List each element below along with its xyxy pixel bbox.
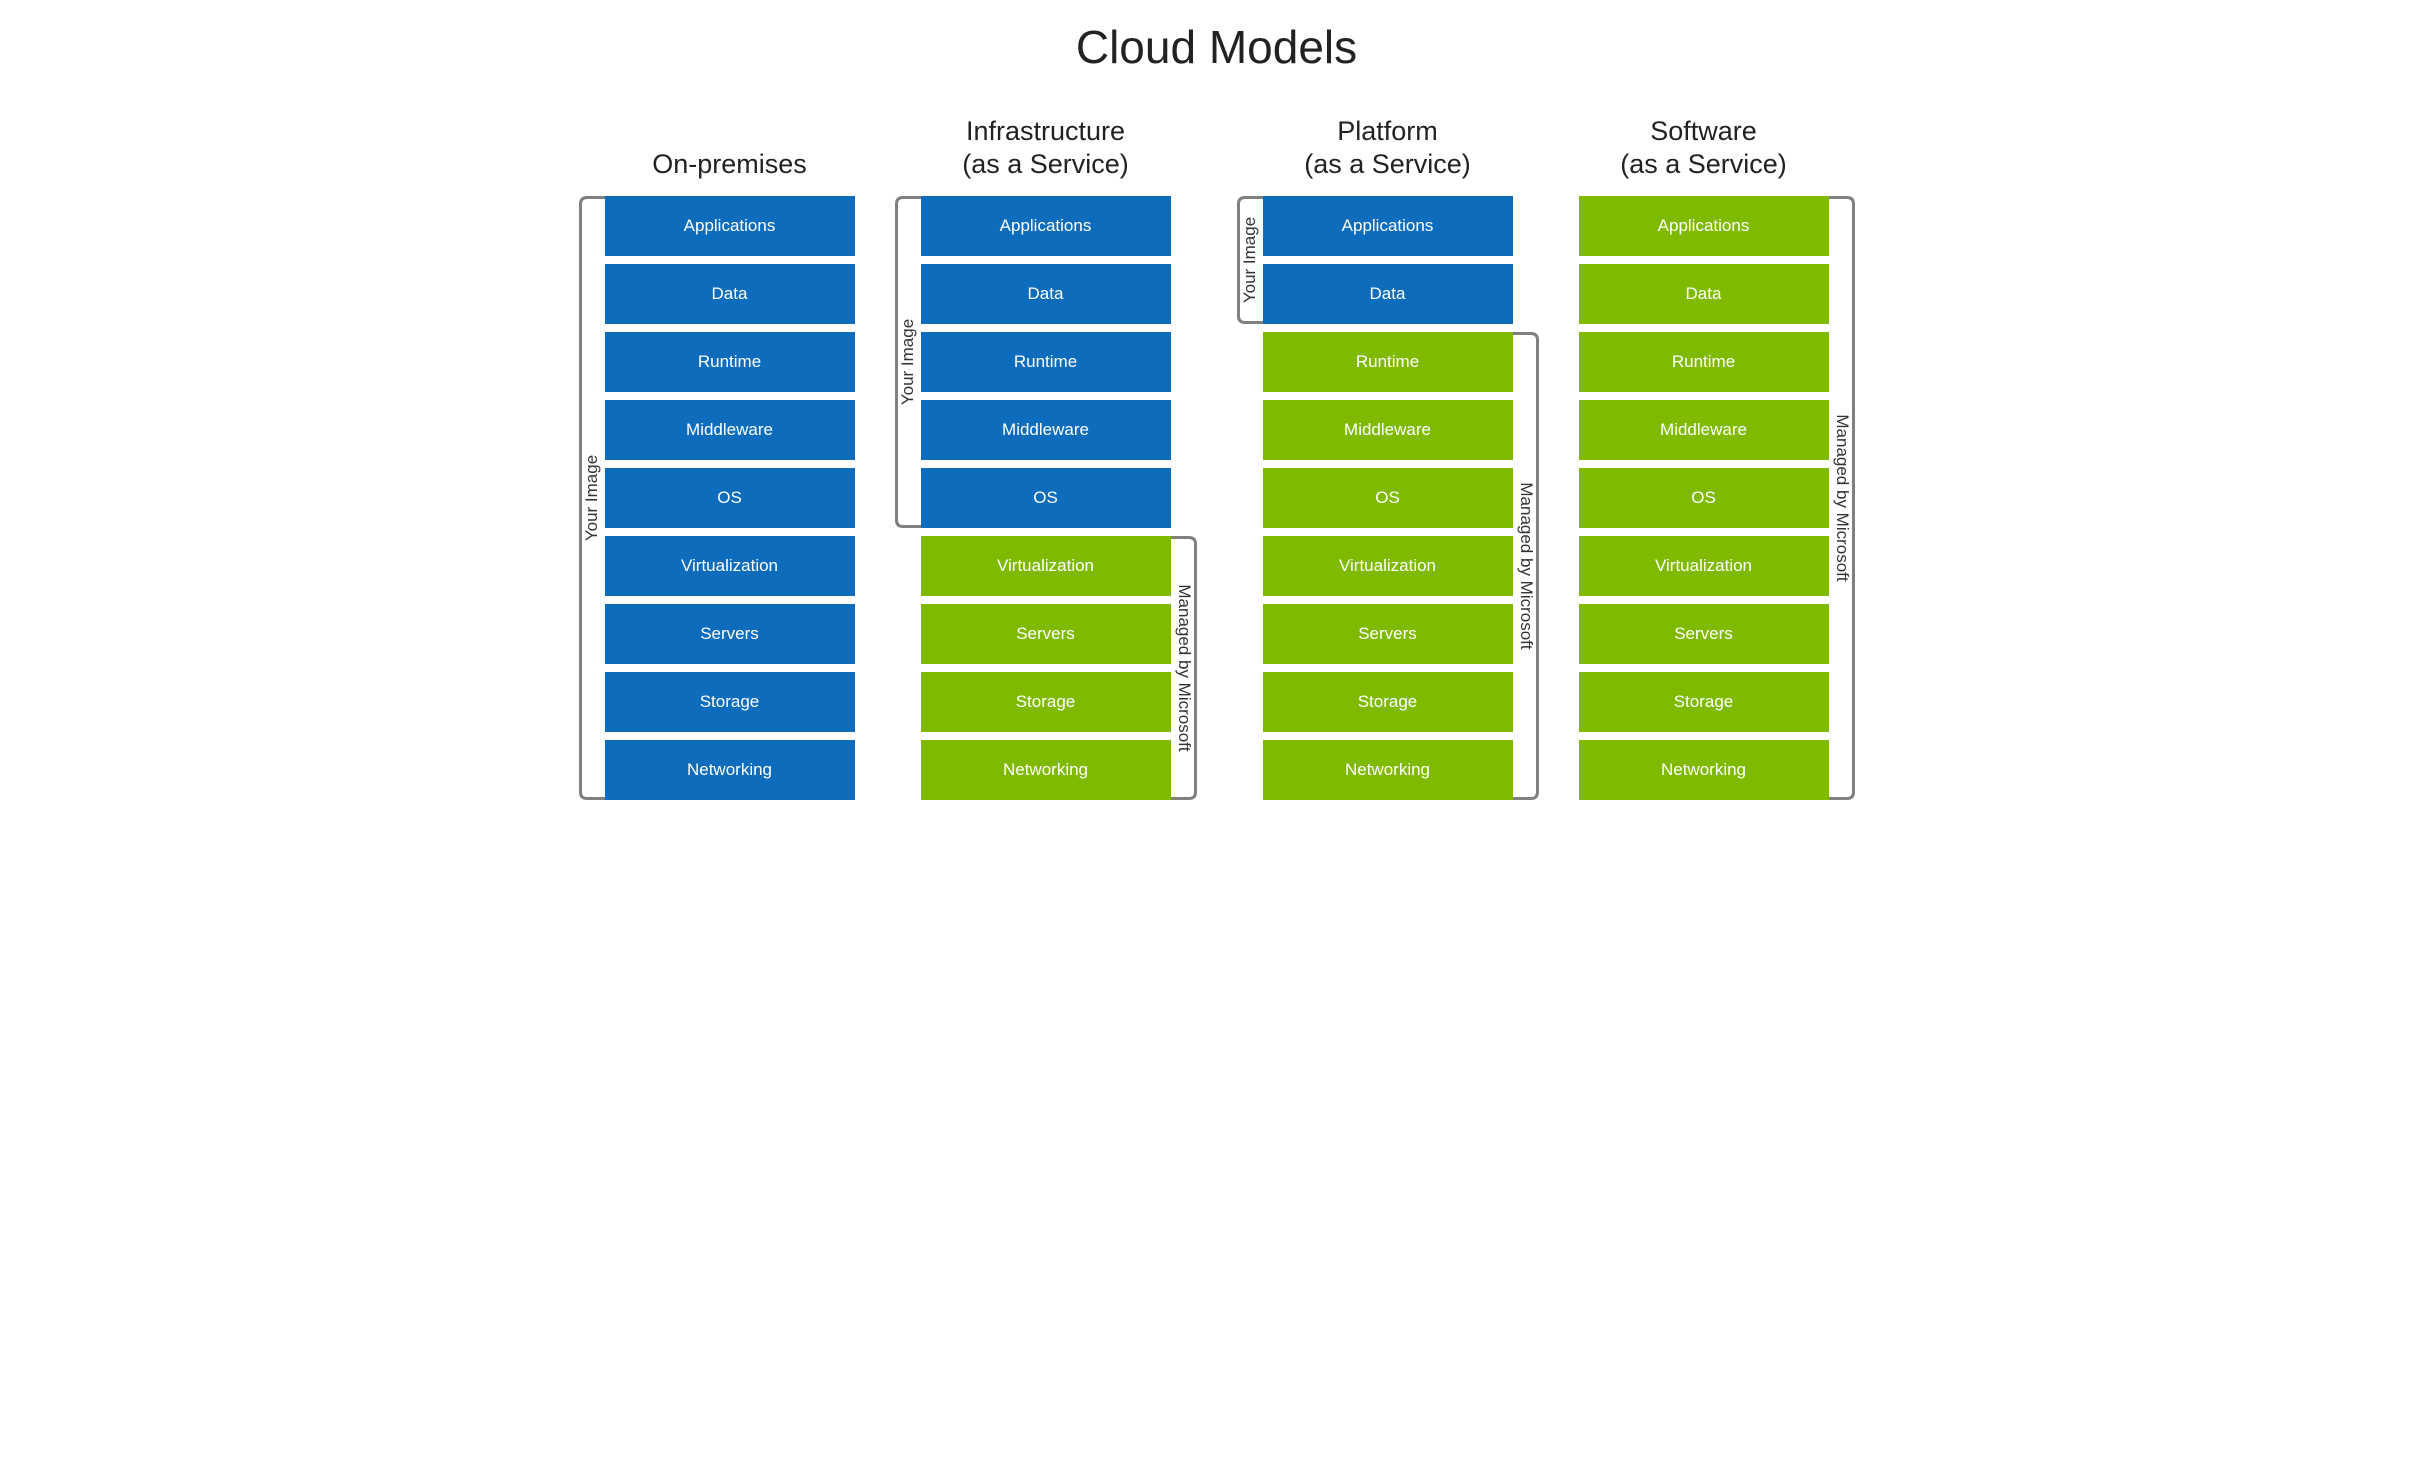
column-content-iaas: Infrastructure (as a Service) Application… [921,104,1171,800]
layer-applications: Applications [1579,196,1829,256]
bracket-col-left: Your Image [579,196,605,800]
layer-networking: Networking [605,740,855,800]
layer-virtualization: Virtualization [1263,536,1513,596]
layer-storage: Storage [1579,672,1829,732]
column-saas: Software (as a Service) Applications Data R… [1579,104,1855,800]
layer-virtualization: Virtualization [605,536,855,596]
layer-storage: Storage [605,672,855,732]
bracket-col-left: Your Image [1237,196,1263,800]
cloud-models-grid: Your Image On-premises Applications Data Run… [30,104,2403,800]
column-iaas: Your Image Infrastructure (as a Service) A… [895,104,1197,800]
bracket-col-right: Managed by Microsoft [1171,196,1197,800]
bracket-label-you: Your Image [582,455,602,541]
layer-stack: Applications Data Runtime Middleware OS Virtu… [1579,196,1829,800]
layer-runtime: Runtime [1579,332,1829,392]
bracket-label-managed: Managed by Microsoft [1516,482,1536,649]
column-content-saas: Software (as a Service) Applications Data R… [1579,104,1829,800]
layer-stack: Applications Data Runtime Middleware OS Virtu… [605,196,855,800]
layer-data: Data [1579,264,1829,324]
layer-os: OS [605,468,855,528]
layer-networking: Networking [1263,740,1513,800]
layer-servers: Servers [1263,604,1513,664]
layer-stack: Applications Data Runtime Middleware OS Virtu… [1263,196,1513,800]
column-header-paas: Platform (as a Service) [1263,104,1513,182]
layer-runtime: Runtime [921,332,1171,392]
layer-stack: Applications Data Runtime Middleware OS Virtu… [921,196,1171,800]
bracket-managed: Managed by Microsoft [1829,196,1855,800]
layer-os: OS [1579,468,1829,528]
layer-storage: Storage [1263,672,1513,732]
bracket-managed: Managed by Microsoft [1513,332,1539,800]
bracket-label-managed: Managed by Microsoft [1174,584,1194,751]
layer-data: Data [1263,264,1513,324]
column-content-paas: Platform (as a Service) Applications Data R… [1263,104,1513,800]
column-header-iaas: Infrastructure (as a Service) [921,104,1171,182]
column-onprem: Your Image On-premises Applications Data Run… [579,104,855,800]
bracket-col-right: Managed by Microsoft [1829,196,1855,800]
layer-networking: Networking [1579,740,1829,800]
layer-os: OS [1263,468,1513,528]
column-paas: Your Image Platform (as a Service) Applica… [1237,104,1539,800]
layer-networking: Networking [921,740,1171,800]
column-content-onprem: On-premises Applications Data Runtime Middle… [605,104,855,800]
bracket-label-you: Your Image [1240,217,1260,303]
layer-servers: Servers [605,604,855,664]
bracket-you: Your Image [895,196,921,528]
bracket-label-you: Your Image [898,319,918,405]
layer-applications: Applications [921,196,1171,256]
layer-middleware: Middleware [921,400,1171,460]
layer-virtualization: Virtualization [921,536,1171,596]
layer-os: OS [921,468,1171,528]
bracket-label-managed: Managed by Microsoft [1832,414,1852,581]
layer-servers: Servers [1579,604,1829,664]
page-title: Cloud Models [30,20,2403,74]
column-header-saas: Software (as a Service) [1579,104,1829,182]
bracket-you: Your Image [579,196,605,800]
column-header-onprem: On-premises [605,104,855,182]
bracket-col-left: Your Image [895,196,921,800]
bracket-col-right: Managed by Microsoft [1513,196,1539,800]
layer-data: Data [921,264,1171,324]
layer-storage: Storage [921,672,1171,732]
layer-data: Data [605,264,855,324]
layer-middleware: Middleware [1579,400,1829,460]
layer-virtualization: Virtualization [1579,536,1829,596]
layer-middleware: Middleware [1263,400,1513,460]
layer-applications: Applications [605,196,855,256]
layer-middleware: Middleware [605,400,855,460]
bracket-you: Your Image [1237,196,1263,324]
layer-runtime: Runtime [1263,332,1513,392]
layer-servers: Servers [921,604,1171,664]
layer-applications: Applications [1263,196,1513,256]
bracket-managed: Managed by Microsoft [1171,536,1197,800]
layer-runtime: Runtime [605,332,855,392]
